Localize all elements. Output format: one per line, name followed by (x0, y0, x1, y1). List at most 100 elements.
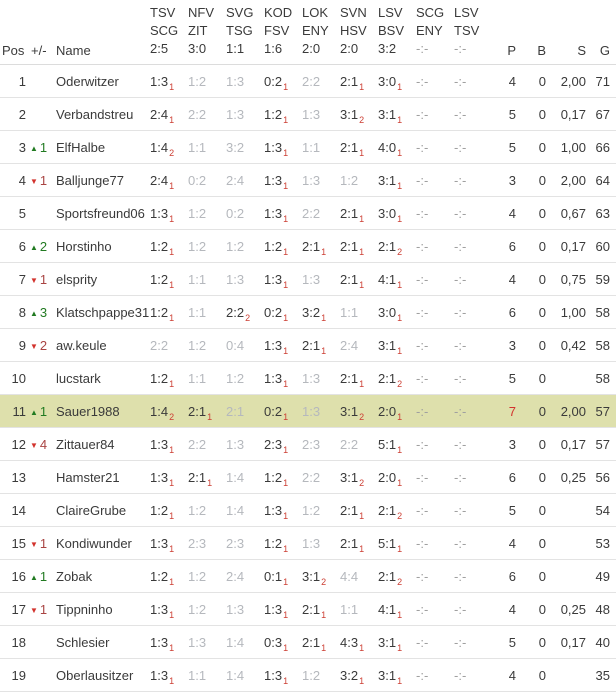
movement-cell (28, 658, 54, 692)
tip-score: 1:3 (302, 271, 321, 287)
match-away-team: SCG (150, 23, 179, 38)
tip-score: -:- (416, 568, 429, 584)
rank-down-icon: ▼ (30, 176, 38, 186)
quota-cell: 0,17 (550, 427, 588, 461)
tip-points-earned: 2 (245, 312, 251, 323)
tip-score: 2:3 (302, 436, 321, 452)
tip-cell: 1:3 (300, 163, 338, 197)
tip-score: 1:2 (302, 667, 321, 683)
table-body: 1 Oderwitzer 1:31 1:2 1:3 0:21 2:2 2:11 3:01 -:- -… (0, 64, 616, 692)
tip-points-earned: 1 (169, 675, 175, 686)
tip-cell: 3:12 (338, 394, 376, 428)
movement-count: 2 (39, 337, 48, 353)
header-bonus: B (522, 0, 550, 65)
movement-cell (28, 361, 54, 395)
tip-cell: -:- (452, 64, 490, 98)
tip-cell: 2:12 (376, 229, 414, 263)
tip-cell: 2:31 (262, 427, 300, 461)
tip-score: 2:2 (340, 436, 359, 452)
tip-points-earned: 1 (283, 312, 289, 323)
match-away-team: TSV (454, 23, 480, 38)
header-pos: Pos (0, 0, 28, 65)
movement-cell: ▼ 1 (28, 262, 54, 296)
tip-cell: 2:2 (338, 427, 376, 461)
rank-down-icon: ▼ (30, 440, 38, 450)
tip-cell: 1:31 (148, 658, 186, 692)
movement-count: 1 (39, 139, 48, 155)
points-cell: 5 (490, 493, 522, 527)
movement-count: 1 (39, 172, 48, 188)
player-name-cell: Horstinho (54, 229, 148, 263)
tip-points-earned: 1 (169, 81, 175, 92)
tip-score: 1:2 (150, 370, 169, 386)
tip-score: 0:2 (226, 205, 245, 221)
tip-score: 1:1 (188, 139, 207, 155)
tip-score: -:- (416, 304, 429, 320)
bonus-cell: 0 (522, 163, 550, 197)
table-row: 18 Schlesier 1:31 1:3 1:4 0:31 2:11 4:31 3:11 -:-… (0, 625, 616, 659)
rank-up-icon: ▲ (30, 242, 38, 252)
tip-points-earned: 1 (359, 642, 365, 653)
tip-score: 1:2 (188, 205, 207, 221)
tip-cell: 2:11 (338, 130, 376, 164)
table-row: 12 ▼ 4 Zittauer84 1:31 2:2 1:3 2:31 2:3 2:2 5:11 -:… (0, 427, 616, 461)
tip-score: 2:1 (378, 238, 397, 254)
tip-cell: 2:2 (148, 328, 186, 362)
tip-score: 1:2 (150, 568, 169, 584)
bonus-cell: 0 (522, 658, 550, 692)
tip-score: 1:2 (226, 238, 245, 254)
tip-cell: 1:21 (262, 460, 300, 494)
tip-points-earned: 1 (283, 675, 289, 686)
tip-cell: 1:31 (262, 262, 300, 296)
tip-cell: 2:11 (338, 64, 376, 98)
tip-cell: 1:3 (186, 625, 224, 659)
tip-points-earned: 2 (169, 411, 175, 422)
tip-cell: 2:2 (300, 460, 338, 494)
movement-count: 1 (39, 271, 48, 287)
tip-score: 1:3 (150, 535, 169, 551)
tip-cell: 1:31 (148, 64, 186, 98)
tip-score: 2:2 (226, 304, 245, 320)
tip-cell: -:- (452, 460, 490, 494)
tip-cell: -:- (414, 262, 452, 296)
tip-points-earned: 1 (283, 444, 289, 455)
tip-cell: 2:41 (148, 163, 186, 197)
quota-cell: 0,17 (550, 625, 588, 659)
tip-cell: 4:11 (376, 262, 414, 296)
tip-cell: 1:4 (224, 658, 262, 692)
tip-score: 1:2 (264, 535, 283, 551)
player-name-cell: Sportsfreund06 (54, 196, 148, 230)
table-row: 3 ▲ 1 ElfHalbe 1:42 1:1 3:2 1:31 1:1 2:11 4:01 -:- -… (0, 130, 616, 164)
tip-score: 1:3 (226, 436, 245, 452)
tip-points-earned: 2 (397, 510, 403, 521)
match-result: 2:0 (302, 41, 321, 56)
tip-points-earned: 1 (169, 609, 175, 620)
tip-cell: -:- (414, 493, 452, 527)
tip-score: 1:3 (302, 172, 321, 188)
movement-cell: ▼ 1 (28, 592, 54, 626)
quota-cell: 0,25 (550, 460, 588, 494)
tip-score: 2:4 (150, 172, 169, 188)
tip-cell: 4:01 (376, 130, 414, 164)
player-name-cell: Klatschpappe31 (54, 295, 149, 329)
table-row: 19 Oberlausitzer 1:31 1:1 1:4 1:31 1:2 3:21 3:11… (0, 658, 616, 692)
tip-cell: 1:31 (148, 625, 186, 659)
player-name-cell: Hamster21 (54, 460, 148, 494)
match-home-team: LSV (454, 5, 479, 20)
tip-cell: 1:21 (148, 229, 186, 263)
tip-score: -:- (416, 403, 429, 419)
tip-score: 4:1 (378, 601, 397, 617)
tip-points-earned: 1 (283, 180, 289, 191)
tip-score: -:- (416, 271, 429, 287)
tip-cell: 0:21 (262, 394, 300, 428)
bonus-cell: 0 (522, 526, 550, 560)
tip-score: 2:3 (188, 535, 207, 551)
tip-score: 1:3 (150, 601, 169, 617)
tip-cell: 2:41 (148, 97, 186, 131)
position-cell: 13 (0, 460, 28, 494)
tip-points-earned: 1 (321, 609, 327, 620)
player-name-cell: Sauer1988 (54, 394, 148, 428)
tip-points-earned: 1 (283, 543, 289, 554)
tip-cell: -:- (452, 394, 490, 428)
match-result: -:- (416, 41, 429, 56)
